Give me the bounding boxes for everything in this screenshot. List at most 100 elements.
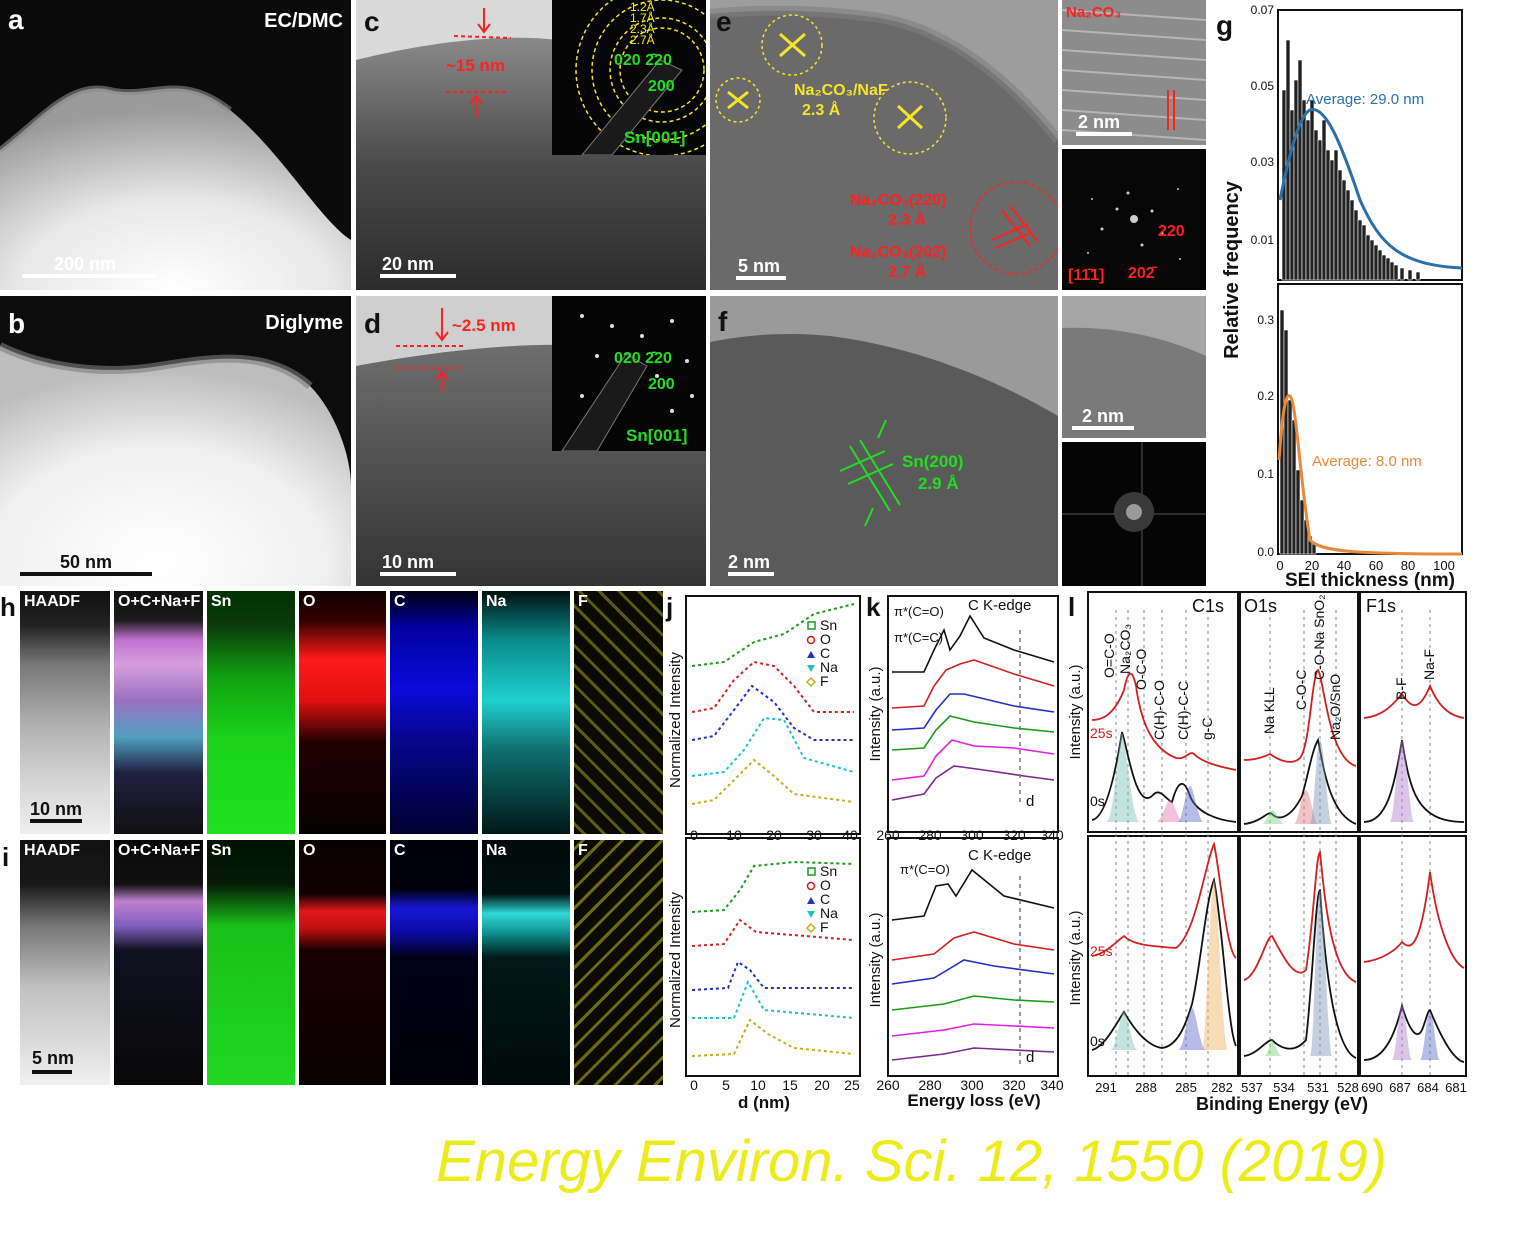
panel-d-scale-bar: [380, 572, 456, 576]
panel-h-scale-label: 10 nm: [30, 799, 83, 819]
panel-g-top-ytick-1: 0.07: [1251, 3, 1275, 17]
panel-j-top-legend-sn: Sn: [820, 617, 837, 633]
map-h-haadf: HAADF 10 nm: [20, 591, 110, 834]
panel-j-bottom-ylabel: Normalized Intensity: [667, 892, 684, 1028]
panel-k-top-ann-co: π*(C=O): [894, 604, 944, 619]
panel-d-letter: d: [364, 308, 382, 339]
map-i-o-title: O: [303, 842, 316, 859]
panel-f-inset-lattice: 2 nm: [1062, 296, 1206, 438]
panel-g-xtick-80: 80: [1401, 558, 1415, 573]
panel-l-bottom-0s: 0s: [1090, 1033, 1105, 1049]
panel-l-f1s-xtick-3: 684: [1417, 1080, 1439, 1095]
panel-g-xtick-60: 60: [1369, 558, 1383, 573]
panel-e-scale-bar: [736, 276, 786, 280]
panel-e-fft-label-b: [11̄1]: [1068, 267, 1105, 284]
panel-k-bottom-ylabel: Intensity (a.u.): [867, 912, 884, 1007]
panel-k: k C K-edge π*(C=O) π*(C=C) d C K-edge π*…: [864, 590, 1064, 1114]
map-h-na-title: Na: [486, 593, 507, 610]
panel-e-inset-phase-label: Na₂CO₃: [1066, 4, 1122, 21]
panel-g-letter: g: [1216, 10, 1234, 41]
map-h-sn: Sn: [207, 591, 295, 834]
panel-j-top-ylabel: Normalized Intensity: [667, 652, 684, 788]
panel-l-c1s-peak-6: g-C: [1199, 717, 1215, 740]
panel-k-bottom-xtick-340: 340: [1040, 1077, 1064, 1093]
panel-e-inset-lattice: Na₂CO₃ 2 nm: [1062, 0, 1206, 145]
panel-a-scale-bar: [22, 274, 156, 278]
panel-j-letter: j: [666, 592, 674, 622]
map-i-sn-title: Sn: [211, 842, 232, 859]
panel-b-particle: [0, 296, 351, 586]
panel-g-xtick-100: 100: [1433, 558, 1455, 573]
panel-b-image: b Diglyme 50 nm: [0, 296, 351, 586]
panel-f-letter: f: [718, 306, 728, 337]
panel-e-ann1-line2: 2.3 Å: [802, 102, 841, 119]
panel-g-xtick-20: 20: [1305, 558, 1319, 573]
panel-j-bottom-legend-o: O: [820, 877, 831, 893]
map-h-c: C: [390, 591, 478, 834]
panel-e-ann1-line1: Na₂CO₃/NaF: [794, 82, 888, 99]
map-i-f: F: [574, 840, 663, 1085]
panel-j-top-legend-c: C: [820, 645, 830, 661]
panel-e-letter: e: [716, 6, 732, 37]
panel-i-scale-bar: [32, 1070, 72, 1074]
map-h-f-title: F: [578, 593, 588, 610]
map-i-overlay-title: O+C+Na+F: [118, 842, 201, 859]
panel-l-c1s-xtick-1: 291: [1095, 1080, 1117, 1095]
panel-b-letter: b: [8, 308, 26, 339]
panel-j-bottom-xtick-5: 5: [722, 1077, 730, 1093]
panel-j-bottom-legend-f: F: [820, 919, 829, 935]
panel-f-ann-line2: 2.9 Å: [918, 474, 959, 493]
panel-c-image: c ~15 nm 20 nm 1.2Å 1.7Å 2.3Å 2.7Å 020 2…: [356, 0, 706, 290]
panel-f-scale-label: 2 nm: [728, 552, 771, 572]
map-i-haadf-title: HAADF: [24, 842, 80, 859]
panel-l-o1s-xtick-2: 534: [1273, 1080, 1295, 1095]
panel-a-scale-label: 200 nm: [54, 254, 117, 274]
panel-c-thickness: ~15 nm: [446, 56, 506, 75]
panel-c-ring-4: 2.7Å: [630, 33, 655, 47]
panel-l-f1s-xtick-4: 681: [1445, 1080, 1467, 1095]
panel-g-xlabel: SEI thickness (nm): [1285, 570, 1455, 590]
panel-e-fft-label-a: 220: [1158, 223, 1185, 240]
panel-l-c1s-xtick-2: 288: [1135, 1080, 1157, 1095]
panel-h-scale-bar: [30, 819, 82, 823]
map-i-c-title: C: [394, 842, 406, 859]
panel-g-xtick-0: 0: [1276, 558, 1283, 573]
panel-c-ring-2: 1.7Å: [630, 11, 655, 25]
panel-k-chart: C K-edge π*(C=O) π*(C=C) d C K-edge π*(C…: [867, 595, 1064, 1110]
panel-e-ann2-line1: Na₂CO₃(220): [850, 192, 947, 209]
panel-e-ann2-line2: 2.3 Å: [888, 212, 927, 229]
panel-k-bottom-arrow-label: d: [1026, 1049, 1034, 1066]
panel-d-saed-inset: 020 2̄20 200 Sn[001]: [552, 296, 706, 452]
panel-d-scale-label: 10 nm: [382, 552, 435, 572]
panel-k-bottom-title: C K-edge: [968, 847, 1031, 864]
panel-l-c1s-peak-1: O=C-O: [1101, 633, 1117, 678]
panel-k-top-arrow-label: d: [1026, 793, 1034, 810]
panel-b-condition: Diglyme: [265, 312, 343, 334]
panel-j-top-xtick-40: 40: [842, 827, 858, 843]
panel-k-top-ylabel: Intensity (a.u.): [867, 666, 884, 761]
panel-l-c1s-title: C1s: [1192, 596, 1224, 616]
panel-d-spots-top: 020 2̄20: [614, 350, 672, 367]
panel-d-image: d ~2.5 nm 10 nm 020 2̄20 200 Sn[001]: [356, 296, 706, 586]
panel-c-spots-mid: 200: [648, 78, 675, 95]
panel-l-letter: l: [1068, 592, 1076, 622]
panel-l-f1s-xtick-2: 687: [1389, 1080, 1411, 1095]
panel-k-bottom-xtick-280: 280: [918, 1077, 942, 1093]
panel-b-scale-bar: [20, 572, 152, 576]
map-i-sn: Sn: [207, 840, 295, 1085]
panel-j-top-legend-o: O: [820, 631, 831, 647]
panel-g-top-fit: [1278, 108, 1463, 270]
panel-c-ring-1: 1.2Å: [630, 0, 655, 14]
map-i-haadf: HAADF 5 nm: [20, 840, 110, 1085]
panel-g-bottom-ytick-4: 0.0: [1257, 545, 1274, 559]
panel-g-bottom-ytick-3: 0.1: [1257, 467, 1274, 481]
panel-k-top-xtick-300: 300: [960, 827, 984, 843]
panel-g-bottom-ytick-1: 0.3: [1257, 313, 1274, 327]
panel-l-o1s-xtick-1: 537: [1241, 1080, 1263, 1095]
panel-j-top-xtick-10: 10: [726, 827, 742, 843]
panel-j-bottom-legend-sn: Sn: [820, 863, 837, 879]
panel-f-ann-line1: Sn(200): [902, 452, 964, 471]
panel-k-bottom-ann-co: π*(C=O): [900, 862, 950, 877]
panel-l-o1s-peak-2: C-O-C: [1293, 670, 1309, 710]
map-i-c: C: [390, 840, 478, 1085]
